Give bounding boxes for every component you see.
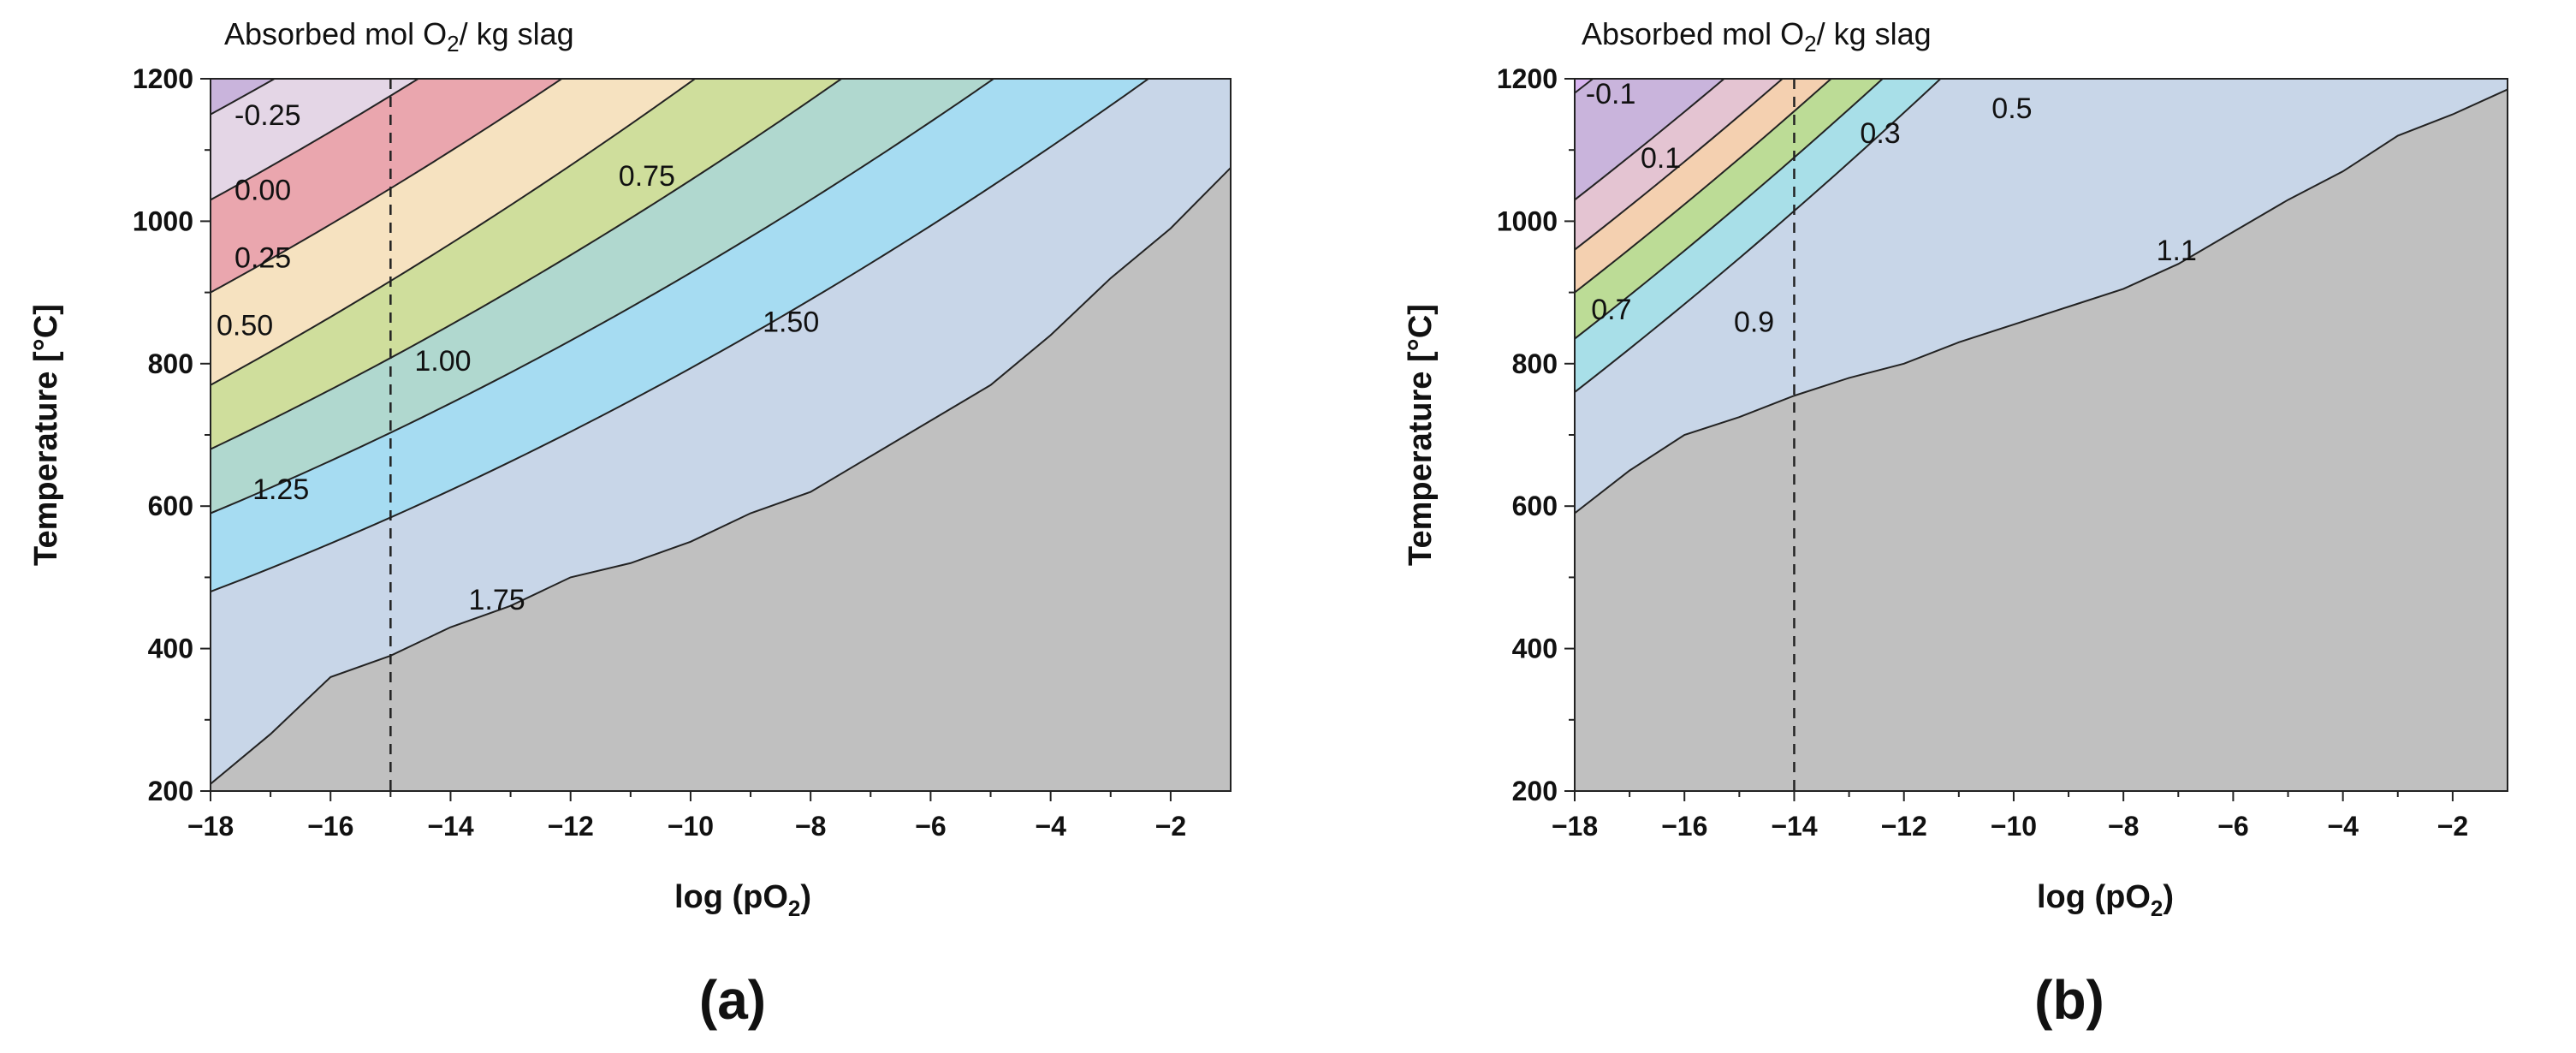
plot-clip-group-a: -0.25 0.00 0.25 0.50 0.75 1.00 1.25 1.50 1.75: [211, 79, 1231, 791]
y-tick-label-5-b: 1200: [1497, 63, 1558, 94]
contour-label-3-b: 0.5: [1991, 92, 2032, 125]
y-tick-label-5-a: 1200: [133, 63, 193, 94]
contour-line-0.3-b: [1575, 79, 1784, 251]
contour-line-1.00-a: [211, 79, 843, 450]
x-tick-label-7-b: −4: [2327, 811, 2359, 842]
contour-line-0.25-a: [211, 79, 420, 201]
x-tick-label-7-a: −4: [1035, 811, 1066, 842]
contour-label-2-b: 0.3: [1860, 117, 1900, 150]
x-tick-label-6-b: −6: [2217, 811, 2248, 842]
contour-label-5-a: 1.00: [414, 345, 471, 378]
contour-line-0.50-a: [211, 79, 564, 294]
contour-line-0.7-b: [1575, 79, 1885, 340]
band-3-a: [211, 79, 562, 293]
x-tick-label-8-a: −2: [1155, 811, 1186, 842]
band-2-a: [211, 79, 418, 200]
contour-line-0.75-a: [211, 79, 697, 386]
x-tick-label-1-b: −16: [1661, 811, 1707, 842]
x-tick-label-8-b: −2: [2437, 811, 2468, 842]
chart-panel-b: Absorbed mol O2/ kg slag -0.10.1 0.3 0.5 0.…: [1403, 16, 2508, 1031]
contour-label-3-a: 0.50: [217, 310, 273, 342]
contour-label-5-b: 0.9: [1734, 306, 1774, 338]
chart-title-b: Absorbed mol O2/ kg slag: [1582, 16, 1932, 57]
y-tick-label-3-a: 800: [148, 348, 193, 379]
infeasible-region-a: [211, 166, 1231, 791]
x-tick-label-3-a: −12: [548, 811, 594, 842]
y-tick-label-0-a: 200: [148, 776, 193, 806]
contour-label-8-a: 1.75: [469, 584, 525, 616]
x-tick-label-4-b: −10: [1991, 811, 2037, 842]
plot-clip-group-b: -0.10.1 0.3 0.5 0.7 0.9 1.1: [1575, 78, 2508, 791]
y-tick-label-0-b: 200: [1512, 776, 1558, 806]
x-tick-label-1-a: −16: [307, 811, 353, 842]
y-tick-label-1-b: 400: [1512, 634, 1558, 664]
chart-title-a: Absorbed mol O2/ kg slag: [224, 16, 574, 57]
y-axis-title-a: Temperature [°C]: [28, 304, 64, 566]
contour-label-2-a: 0.25: [234, 241, 291, 274]
contour-label-7-a: 1.50: [763, 306, 819, 338]
plot-area-a: -0.25 0.00 0.25 0.50 0.75 1.00 1.25 1.50 1.75 −18…: [133, 63, 1232, 842]
band-5-a: [211, 79, 842, 449]
plot-area-b: -0.10.1 0.3 0.5 0.7 0.9 1.1 −18 −16 −14 −12 −10 −8 −…: [1497, 63, 2508, 842]
band-4-b: [1575, 79, 1883, 339]
x-tick-label-5-a: −8: [795, 811, 826, 842]
y-tick-label-4-a: 1000: [133, 205, 193, 236]
infeasible-region-b: [1575, 88, 2508, 791]
y-axis-title-b: Temperature [°C]: [1403, 304, 1439, 566]
contour-label-4-a: 0.75: [619, 160, 675, 193]
band-3-b: [1575, 79, 1831, 293]
band-2-b: [1575, 79, 1783, 250]
contour-line-0.5-b: [1575, 79, 1833, 294]
y-tick-label-4-b: 1000: [1497, 205, 1558, 236]
x-tick-label-4-a: −10: [668, 811, 714, 842]
contour-line-1.25-a: [211, 79, 995, 515]
x-tick-label-6-a: −6: [915, 811, 946, 842]
x-tick-label-2-b: −14: [1771, 811, 1817, 842]
band-5-b: [1575, 79, 1941, 393]
contour-label-6-b: 1.1: [2157, 235, 2197, 267]
panel-label-a: (a): [699, 969, 766, 1031]
y-tick-label-3-b: 800: [1512, 348, 1558, 379]
chart-panel-a: Absorbed mol O2/ kg slag -0.25 0.00 0.25 0.…: [28, 16, 1232, 1031]
contour-line-0.9-b: [1575, 79, 1942, 393]
y-tick-label-2-b: 600: [1512, 491, 1558, 521]
x-tick-label-5-b: −8: [2108, 811, 2139, 842]
y-tick-label-1-a: 400: [148, 634, 193, 664]
band-4-a: [211, 79, 696, 385]
x-tick-label-3-b: −12: [1881, 811, 1927, 842]
contour-line-1.50-a: [211, 79, 1150, 592]
contour-label-0-b: -0.1: [1586, 78, 1636, 110]
y-tick-label-2-a: 600: [148, 491, 193, 521]
contour-label-1-a: 0.00: [234, 174, 291, 206]
band-6-a: [211, 79, 994, 514]
x-axis-title-b: log (pO2): [2037, 879, 2174, 921]
contour-label-6-a: 1.25: [252, 473, 309, 506]
band-7-a: [211, 79, 1149, 592]
x-axis-title-a: log (pO2): [674, 879, 811, 921]
contour-label-1-b: 0.1: [1641, 142, 1681, 175]
x-tick-label-0-b: −18: [1552, 811, 1598, 842]
contour-label-4-b: 0.7: [1591, 294, 1631, 326]
panel-label-b: (b): [2034, 969, 2104, 1031]
contour-label-0-a: -0.25: [234, 99, 301, 132]
x-tick-label-0-a: −18: [187, 811, 234, 842]
x-tick-label-2-a: −14: [427, 811, 473, 842]
